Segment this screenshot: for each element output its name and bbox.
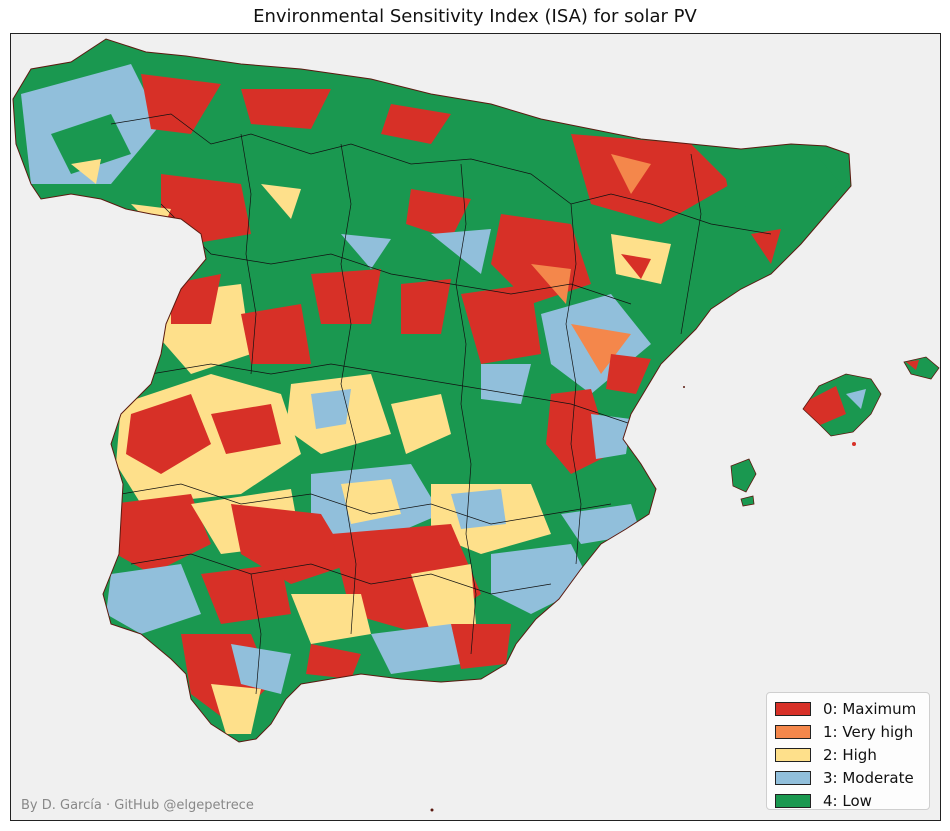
credit-text: By D. García · GitHub @elgepetrece [21, 798, 254, 813]
spain-coastline [12, 38, 852, 743]
legend-swatch-very-high [775, 724, 811, 739]
legend-label: 1: Very high [823, 722, 914, 741]
islet [852, 442, 856, 446]
legend-label: 0: Maximum [823, 699, 917, 718]
legend-swatch-high [775, 747, 811, 762]
legend-label: 2: High [823, 745, 877, 764]
legend-item-moderate: 3: Moderate [773, 766, 923, 789]
ibiza-island [730, 458, 757, 493]
legend-label: 3: Moderate [823, 768, 914, 787]
map-panel[interactable]: 0: Maximum 1: Very high 2: High 3: Moder… [10, 33, 941, 821]
legend-item-high: 2: High [773, 743, 923, 766]
legend: 0: Maximum 1: Very high 2: High 3: Moder… [766, 692, 930, 810]
mallorca-island [803, 374, 881, 436]
map-title: Environmental Sensitivity Index (ISA) fo… [253, 6, 697, 27]
legend-item-low: 4: Low [773, 789, 923, 812]
legend-label: 4: Low [823, 791, 872, 810]
legend-item-very-high: 1: Very high [773, 720, 923, 743]
map-canvas [12, 38, 940, 812]
legend-swatch-maximum [775, 701, 811, 716]
alboran-island [430, 808, 434, 812]
legend-item-maximum: 0: Maximum [773, 697, 923, 720]
menorca-island [903, 356, 940, 380]
legend-swatch-moderate [775, 770, 811, 785]
formentera-island [740, 495, 755, 507]
legend-swatch-low [775, 793, 811, 808]
